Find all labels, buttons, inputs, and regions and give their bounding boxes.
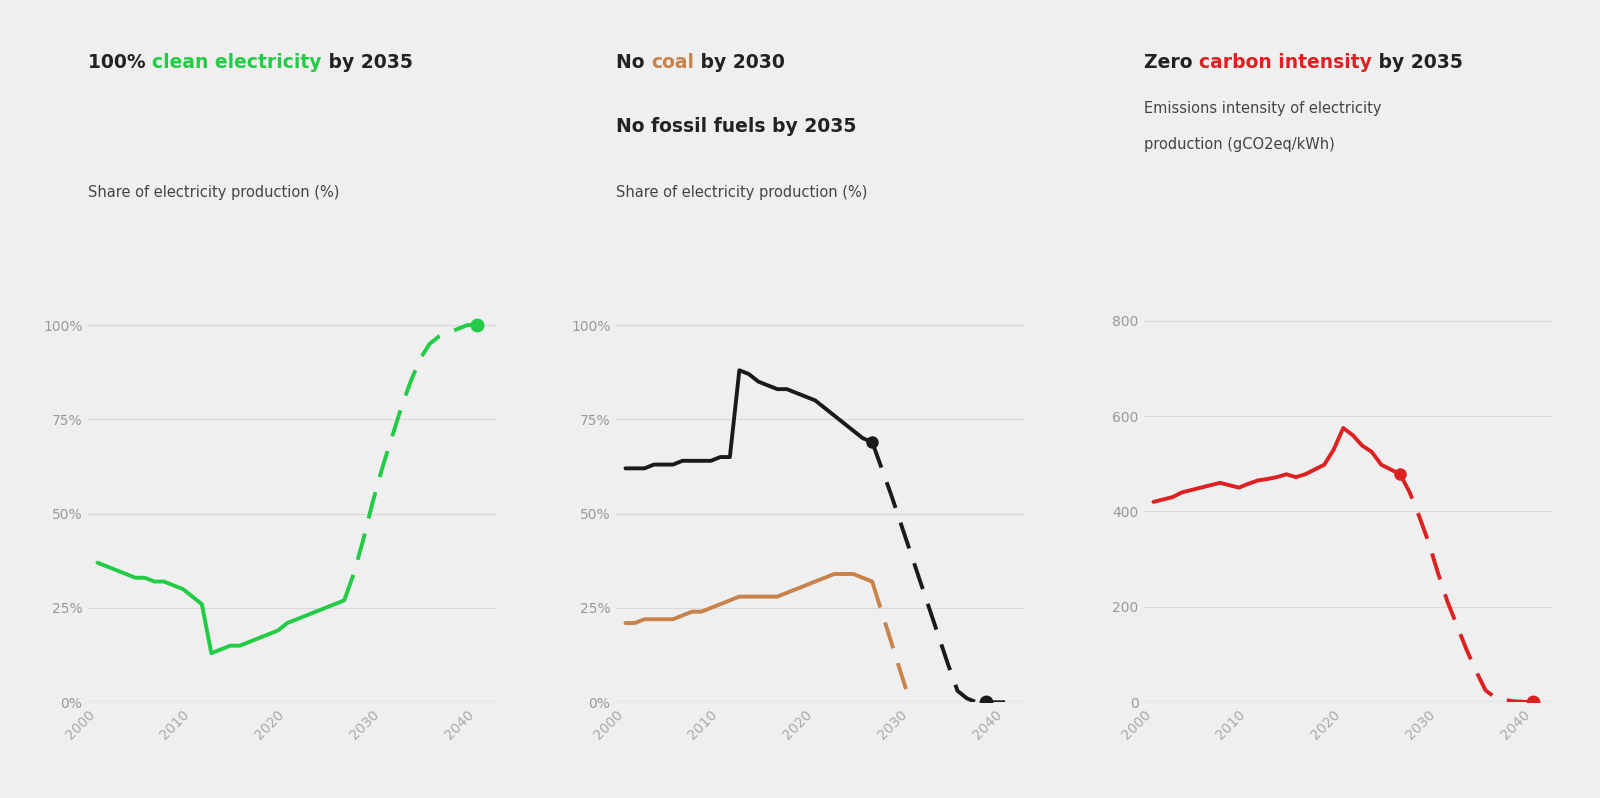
Text: clean electricity: clean electricity: [152, 53, 322, 72]
Text: No fossil fuels by 2035: No fossil fuels by 2035: [616, 117, 856, 136]
Text: coal: coal: [651, 53, 694, 72]
Text: carbon intensity: carbon intensity: [1198, 53, 1371, 72]
Text: Zero: Zero: [1144, 53, 1198, 72]
Text: by 2035: by 2035: [322, 53, 413, 72]
Text: Emissions intensity of electricity: Emissions intensity of electricity: [1144, 101, 1381, 116]
Text: Share of electricity production (%): Share of electricity production (%): [616, 184, 867, 200]
Text: by 2035: by 2035: [1371, 53, 1462, 72]
Text: by 2030: by 2030: [694, 53, 786, 72]
Text: Share of electricity production (%): Share of electricity production (%): [88, 184, 339, 200]
Text: production (gCO2eq/kWh): production (gCO2eq/kWh): [1144, 136, 1334, 152]
Text: 100%: 100%: [88, 53, 152, 72]
Text: No: No: [616, 53, 651, 72]
